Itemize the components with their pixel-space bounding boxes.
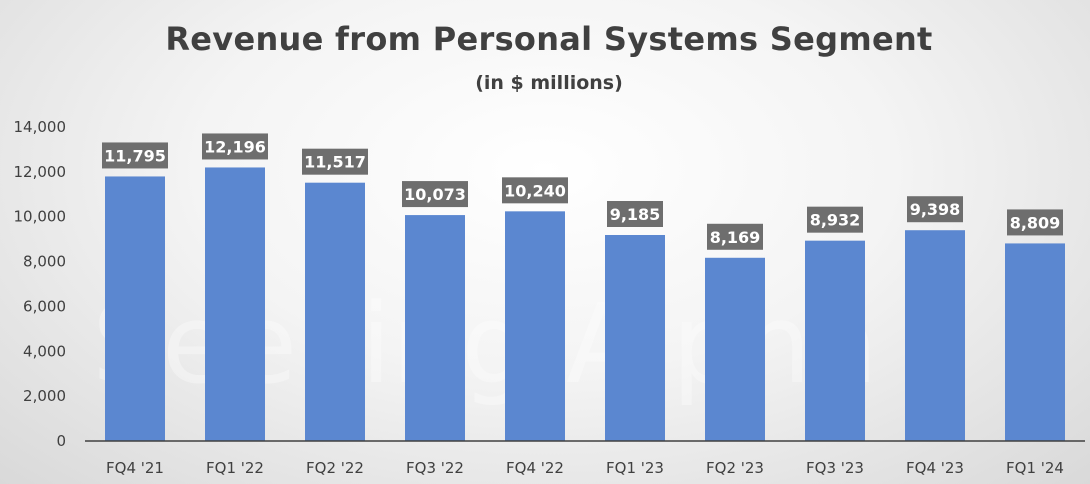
data-label: 11,795 [104, 146, 166, 165]
bar [405, 215, 465, 441]
x-tick-label: FQ1 '22 [206, 459, 264, 477]
chart-title: Revenue from Personal Systems Segment [165, 20, 933, 58]
data-label: 10,073 [404, 185, 466, 204]
bar [805, 240, 865, 441]
chart-subtitle: (in $ millions) [475, 72, 623, 94]
x-tick-label: FQ1 '23 [606, 459, 664, 477]
bar [305, 182, 365, 442]
data-label: 8,932 [810, 211, 861, 230]
x-tick-label: FQ3 '22 [406, 459, 464, 477]
y-tick-label: 4,000 [23, 342, 66, 360]
data-label-box [302, 148, 368, 175]
data-label: 10,240 [504, 181, 566, 200]
x-tick-label: FQ4 '22 [506, 459, 564, 477]
data-label-box [502, 177, 568, 204]
bar [505, 211, 565, 441]
data-label-box [807, 206, 863, 233]
data-label: 12,196 [204, 137, 266, 156]
y-tick-label: 10,000 [14, 208, 67, 226]
data-label: 11,517 [304, 153, 366, 172]
x-tick-label: FQ4 '21 [106, 459, 164, 477]
x-tick-label: FQ3 '23 [806, 459, 864, 477]
data-label-box [707, 223, 763, 250]
data-label-box [402, 181, 468, 208]
data-label-box [907, 196, 963, 223]
data-label: 8,169 [710, 228, 761, 247]
data-label-box [1007, 209, 1063, 236]
data-label-box [607, 200, 663, 227]
data-label-box [202, 133, 268, 160]
y-tick-label: 12,000 [14, 163, 67, 181]
bar [205, 167, 265, 442]
x-tick-label: FQ2 '23 [706, 459, 764, 477]
x-tick-label: FQ2 '22 [306, 459, 364, 477]
y-tick-label: 2,000 [23, 387, 66, 405]
y-tick-label: 14,000 [14, 118, 67, 136]
x-tick-label: FQ1 '24 [1006, 459, 1064, 477]
bar [105, 176, 165, 441]
bar [605, 234, 665, 441]
data-label: 8,809 [1010, 213, 1061, 232]
bar [905, 230, 965, 441]
x-tick-label: FQ4 '23 [906, 459, 964, 477]
data-label-box [102, 142, 168, 169]
y-tick-label: 8,000 [23, 253, 66, 271]
bar [705, 257, 765, 441]
bar [1005, 243, 1065, 441]
data-label: 9,398 [910, 200, 961, 219]
data-label: 9,185 [610, 205, 661, 224]
y-tick-label: 6,000 [23, 297, 66, 315]
y-tick-label: 0 [56, 432, 66, 450]
